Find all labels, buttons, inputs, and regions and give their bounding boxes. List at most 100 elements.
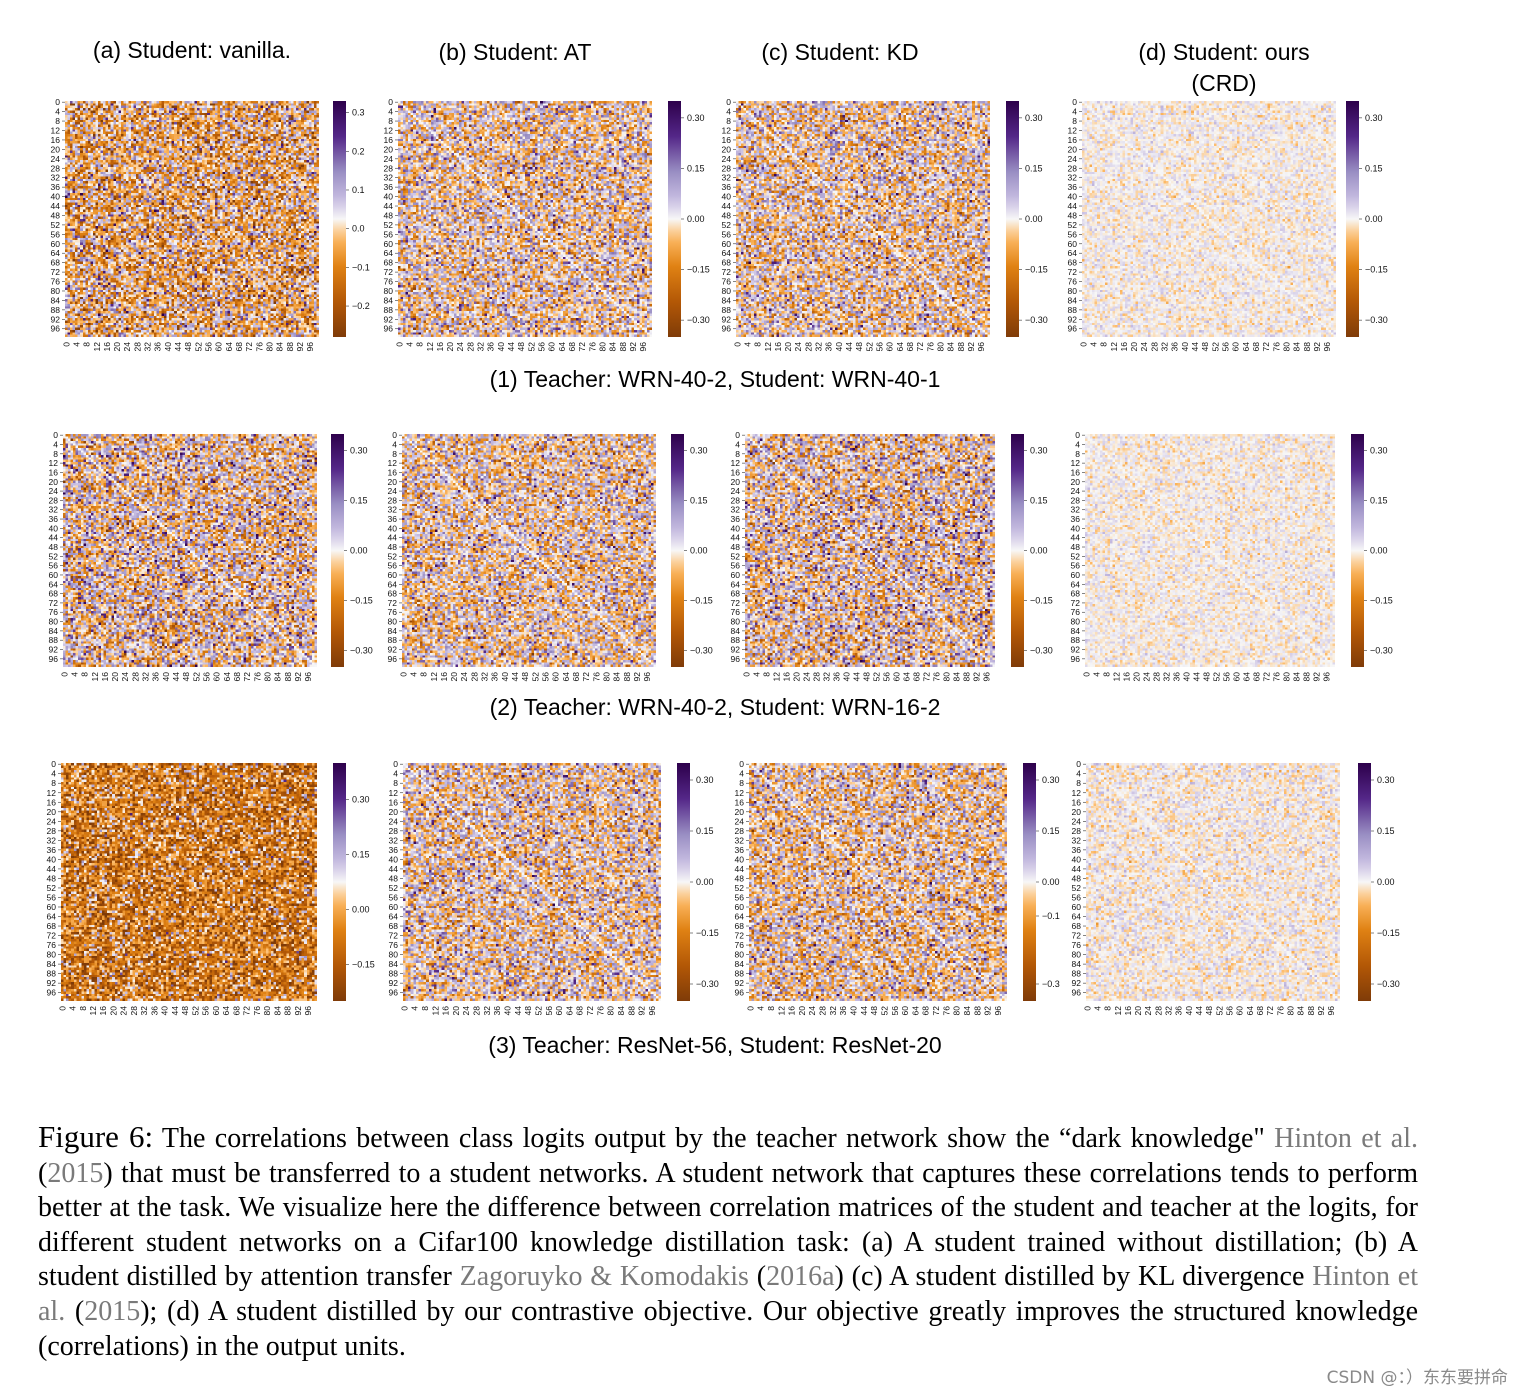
x-tick-label: 20	[110, 672, 120, 682]
y-tick-label: 88	[389, 969, 399, 979]
x-tick-label: 60	[891, 672, 901, 682]
x-tick-label: 56	[890, 1006, 900, 1016]
x-tick-label: 28	[129, 1006, 139, 1016]
y-tick-label: 76	[1071, 607, 1081, 617]
colorbar-tick-label: 0.30	[1377, 775, 1395, 785]
x-tick-label: 24	[119, 1006, 129, 1016]
colorbar-tick-label: 0.3	[352, 108, 365, 118]
x-tick-label: 44	[173, 342, 183, 352]
y-tick-label: 52	[735, 883, 745, 893]
x-tick-label: 36	[492, 1006, 502, 1016]
x-tick-label: 8	[80, 672, 90, 677]
colorbar-2a	[331, 434, 344, 667]
y-tick-label: 28	[1072, 826, 1082, 836]
x-tick-label: 68	[1251, 342, 1261, 352]
y-tick-label: 80	[384, 286, 394, 296]
x-tick-label: 72	[577, 342, 587, 352]
y-tick-label: 84	[735, 959, 745, 969]
x-tick-label: 84	[951, 672, 961, 682]
x-tick-label: 92	[293, 1006, 303, 1016]
citation-hinton2-authors[interactable]: Hinton et al.	[38, 1261, 1418, 1327]
y-tick-label: 64	[1071, 579, 1081, 589]
citation-hinton2-year[interactable]: 2015	[84, 1295, 141, 1327]
y-tick-label: 16	[1068, 135, 1078, 145]
x-tick-label: 20	[112, 342, 122, 352]
colorbar-3b	[677, 763, 690, 1001]
colorbar-tick-label: 0.30	[696, 775, 714, 785]
x-tick-label: 20	[783, 342, 793, 352]
x-tick-label: 56	[881, 672, 891, 682]
heatmap-panel-2a: 0 0 4 4 8 8 12 12 16 16 20 20 24 24 28 28 32 32 36 36 40 40 44…	[33, 428, 391, 695]
x-tick-label: 52	[191, 672, 201, 682]
y-tick-label: 52	[51, 220, 61, 230]
citation-hinton-authors[interactable]: Hinton et al.	[1274, 1123, 1418, 1154]
heatmap-svg-3a: 0044881212161620202424282832323636404044…	[47, 759, 375, 1016]
x-tick-label: 80	[1285, 1006, 1295, 1016]
y-tick-label: 8	[388, 116, 393, 126]
y-tick-label: 84	[1068, 295, 1078, 305]
y-tick-label: 68	[47, 921, 57, 931]
colorbar-tick-label: −0.15	[696, 928, 719, 938]
heatmap-panel-1d: 0 0 4 4 8 8 12 12 16 16 20 20 24 24 28 28 32 32 36 36 40 40 44…	[1052, 95, 1406, 365]
x-tick-label: 80	[941, 672, 951, 682]
y-tick-label: 32	[735, 835, 745, 845]
y-tick-label: 60	[735, 902, 745, 912]
y-tick-label: 4	[1076, 769, 1081, 779]
y-tick-label: 64	[722, 248, 732, 258]
y-tick-label: 92	[735, 978, 745, 988]
caption-paren-3: (	[65, 1295, 85, 1327]
y-tick-label: 48	[389, 873, 399, 883]
citation-zagoruyko-year[interactable]: 2016a	[766, 1261, 835, 1293]
x-tick-label: 0	[59, 672, 69, 677]
x-tick-label: 52	[533, 1006, 543, 1016]
y-tick-label: 28	[47, 826, 57, 836]
y-tick-label: 88	[49, 635, 59, 645]
colorbar-tick-label: 0.30	[1030, 446, 1048, 456]
x-tick-label: 56	[201, 1006, 211, 1016]
y-tick-label: 92	[49, 645, 59, 655]
colorbar-tick-label: 0.15	[690, 496, 708, 506]
citation-zagoruyko-authors[interactable]: Zagoruyko & Komodakis	[459, 1261, 749, 1293]
x-tick-label: 4	[410, 1006, 420, 1011]
colorbar-tick-label: 0.00	[352, 904, 370, 914]
x-tick-label: 12	[1109, 342, 1119, 352]
y-tick-label: 0	[51, 759, 56, 769]
x-tick-label: 36	[824, 342, 834, 352]
x-tick-label: 8	[1099, 342, 1109, 347]
y-tick-label: 28	[49, 495, 59, 505]
y-tick-label: 92	[388, 645, 398, 655]
citation-hinton-year[interactable]: 2015	[47, 1157, 104, 1189]
y-tick-label: 52	[47, 883, 57, 893]
y-tick-label: 64	[1072, 912, 1082, 922]
x-tick-label: 8	[78, 1006, 88, 1011]
x-tick-label: 12	[88, 1006, 98, 1016]
heatmap-svg-2c: 0044881212161620202424282832323636404044…	[731, 430, 1053, 682]
y-tick-label: 8	[393, 778, 398, 788]
x-tick-label: 8	[1101, 672, 1111, 677]
y-tick-label: 20	[722, 144, 732, 154]
x-tick-label: 36	[1174, 1006, 1184, 1016]
y-tick-label: 4	[388, 107, 393, 117]
x-tick-label: 0	[732, 342, 742, 347]
y-tick-label: 84	[47, 959, 57, 969]
caption-paren-2: (	[748, 1261, 767, 1293]
x-tick-label: 24	[807, 1006, 817, 1016]
x-tick-label: 20	[449, 672, 459, 682]
colorbar-tick-label: −0.15	[1365, 265, 1388, 275]
y-tick-label: 0	[55, 97, 60, 107]
heatmap-cells-2b	[402, 434, 656, 667]
y-tick-label: 96	[47, 988, 57, 998]
x-tick-label: 0	[57, 1006, 67, 1011]
x-tick-label: 76	[1275, 1006, 1285, 1016]
colorbar-1b	[668, 101, 681, 337]
y-tick-label: 8	[726, 116, 731, 126]
x-tick-label: 16	[773, 342, 783, 352]
y-tick-label: 52	[1072, 883, 1082, 893]
row-caption-2: (2) Teacher: WRN-40-2, Student: WRN-16-2	[489, 694, 941, 720]
y-tick-label: 84	[722, 295, 732, 305]
x-tick-label: 40	[163, 342, 173, 352]
figure-caption: Figure 6: The correlations between class…	[38, 1119, 1418, 1364]
y-tick-label: 40	[1071, 523, 1081, 533]
y-tick-label: 72	[731, 598, 741, 608]
x-tick-label: 8	[415, 342, 425, 347]
